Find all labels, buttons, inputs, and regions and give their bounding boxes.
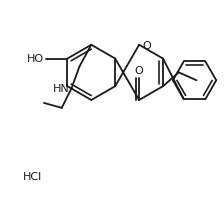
Text: O: O bbox=[142, 41, 151, 51]
Text: HO: HO bbox=[27, 54, 44, 64]
Text: O: O bbox=[135, 66, 144, 76]
Text: HN: HN bbox=[53, 84, 70, 94]
Text: HCl: HCl bbox=[23, 172, 43, 182]
